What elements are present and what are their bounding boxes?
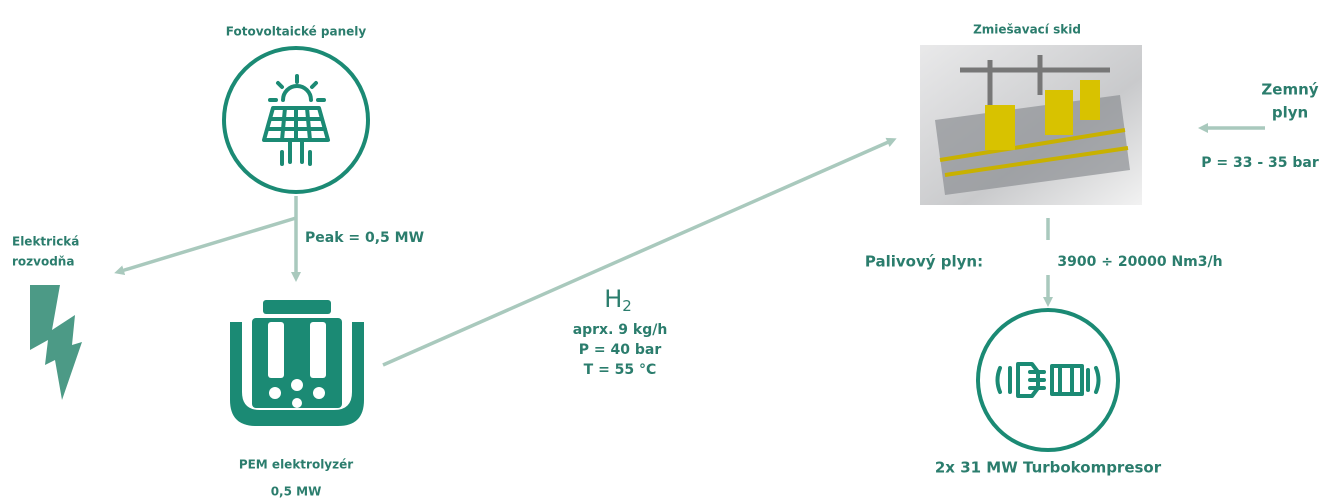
gas-label: Zemný bbox=[1261, 81, 1318, 99]
peak-label: Peak = 0,5 MW bbox=[305, 230, 424, 246]
electrolyzer-power: 0,5 MW bbox=[271, 485, 322, 499]
arrow bbox=[118, 218, 296, 272]
turbo-label: 2x 31 MW Turbokompresor bbox=[935, 459, 1162, 477]
hydrogen-line: T = 55 °C bbox=[584, 362, 657, 378]
solar-icon bbox=[224, 48, 368, 192]
electrolyzer-icon bbox=[230, 300, 364, 426]
grid-label: Elektrická bbox=[12, 235, 79, 249]
subscript: 2 bbox=[622, 297, 632, 315]
skid-image bbox=[920, 45, 1142, 205]
solar-label: Fotovoltaické panely bbox=[226, 25, 367, 39]
electrolyzer-label: PEM elektrolyzér bbox=[239, 458, 353, 472]
skid-label: Zmiešavací skid bbox=[973, 23, 1081, 37]
grid-label: rozvodňa bbox=[12, 255, 74, 269]
diagram: Fotovoltaické panely Peak = 0,5 MW Elekt… bbox=[0, 0, 1341, 501]
hydrogen-symbol: H2 bbox=[604, 285, 632, 315]
symbol: H bbox=[604, 285, 622, 313]
gas-label: plyn bbox=[1272, 104, 1308, 122]
lightning-icon bbox=[30, 285, 82, 400]
gas-pressure: P = 33 - 35 bar bbox=[1201, 155, 1319, 171]
hydrogen-line: aprx. 9 kg/h bbox=[573, 322, 668, 338]
fuel-flow: 3900 ÷ 20000 Nm3/h bbox=[1057, 254, 1222, 270]
hydrogen-line: P = 40 bar bbox=[579, 342, 662, 358]
fuel-label: Palivový plyn: bbox=[865, 253, 983, 271]
turbo-icon bbox=[978, 310, 1118, 450]
